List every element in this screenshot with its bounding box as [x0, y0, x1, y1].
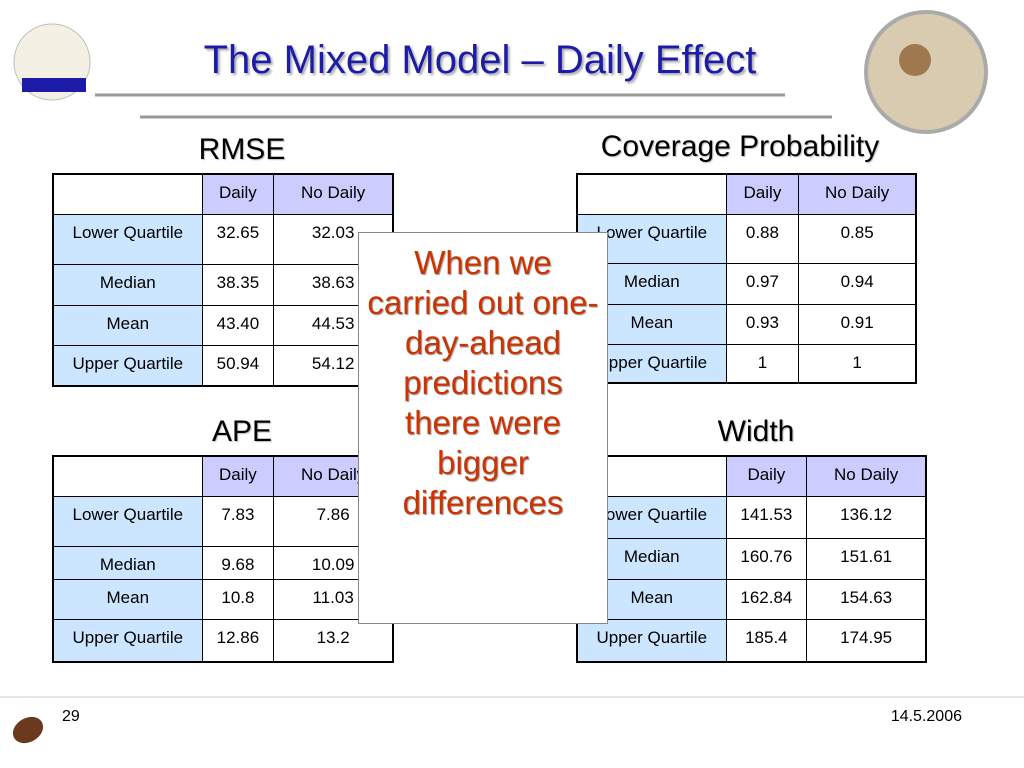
cell: 0.93 — [725, 303, 800, 345]
row-label: Upper Quartile — [52, 618, 203, 663]
cell: 9.68 — [201, 545, 275, 580]
column-header: No Daily — [806, 455, 927, 497]
row-label: Mean — [52, 304, 203, 346]
row-label: Median — [52, 263, 203, 306]
cell: 141.53 — [725, 495, 808, 539]
column-header: No Daily — [273, 173, 394, 215]
cell: 160.76 — [725, 537, 808, 580]
cell: 0.97 — [725, 262, 800, 305]
row-label: Upper Quartile — [52, 344, 203, 387]
row-label: Median — [52, 545, 203, 580]
cell: 151.61 — [806, 537, 927, 580]
cell: 185.4 — [725, 618, 808, 663]
table-row: Mean 10.8 11.03 — [52, 578, 394, 620]
table-row: Mean 43.40 44.53 — [52, 304, 394, 346]
cell: 12.86 — [201, 618, 275, 663]
cell: 136.12 — [806, 495, 927, 539]
table-row: Upper Quartile 12.86 13.2 — [52, 618, 394, 663]
cell: 0.94 — [798, 262, 917, 305]
column-header: Daily — [725, 455, 808, 497]
table-row: Lower Quartile 32.65 32.03 — [52, 213, 394, 265]
photo-face — [899, 44, 931, 76]
cell: 1 — [725, 343, 800, 384]
cell: 32.65 — [201, 213, 275, 265]
bean-icon — [12, 716, 44, 744]
logo-band — [22, 78, 86, 92]
title: The Mixed Model – Daily Effect — [203, 38, 757, 82]
table-row: Upper Quartile 185.4 174.95 — [576, 618, 927, 663]
row-label: Lower Quartile — [52, 213, 203, 265]
cell: 38.35 — [201, 263, 275, 306]
cell: 10.8 — [201, 578, 275, 620]
cell: 174.95 — [806, 618, 927, 663]
table-row: Mean 162.84 154.63 — [576, 578, 927, 620]
table-row: Upper Quartile 1 1 — [576, 343, 917, 384]
cell: 43.40 — [201, 304, 275, 346]
column-header: Daily — [201, 173, 275, 215]
cell: 0.91 — [798, 303, 917, 345]
header-row: Daily No Daily — [576, 173, 917, 215]
table-row: Lower Quartile 141.53 136.12 — [576, 495, 927, 539]
row-label: Lower Quartile — [52, 495, 203, 547]
table-row: Median 0.97 0.94 — [576, 262, 917, 305]
photo — [864, 10, 988, 134]
table-row: Median 9.68 10.09 — [52, 545, 394, 580]
cell: 50.94 — [201, 344, 275, 387]
corner-cell — [52, 455, 203, 497]
cell: 162.84 — [725, 578, 808, 620]
table-heading: RMSE — [198, 133, 286, 166]
corner-cell — [52, 173, 203, 215]
data-table: Daily No Daily Lower Quartile 141.53 136.12 M… — [576, 455, 927, 663]
cell: 0.85 — [798, 213, 917, 264]
header-row: Daily No Daily — [576, 455, 927, 497]
cell: 154.63 — [806, 578, 927, 620]
header-row: Daily No Daily — [52, 173, 394, 215]
table-row: Lower Quartile 0.88 0.85 — [576, 213, 917, 264]
cell: 7.83 — [201, 495, 275, 547]
table-heading: APE — [211, 415, 273, 448]
table-row: Upper Quartile 50.94 54.12 — [52, 344, 394, 387]
table-row: Mean 0.93 0.91 — [576, 303, 917, 345]
row-label: Upper Quartile — [576, 618, 727, 663]
table-heading: Width — [717, 415, 795, 448]
cell: 0.88 — [725, 213, 800, 264]
corner-cell — [576, 173, 727, 215]
column-header: No Daily — [798, 173, 917, 215]
data-table: Daily No Daily Lower Quartile 7.83 7.86 Media… — [52, 455, 394, 663]
cell: 1 — [798, 343, 917, 384]
table-row: Lower Quartile 7.83 7.86 — [52, 495, 394, 547]
page-number: 29 — [62, 708, 80, 725]
table-row: Median 160.76 151.61 — [576, 537, 927, 580]
cell: 13.2 — [273, 618, 394, 663]
row-label: Mean — [52, 578, 203, 620]
table-row: Median 38.35 38.63 — [52, 263, 394, 306]
column-header: Daily — [725, 173, 800, 215]
data-table: Daily No Daily Lower Quartile 32.65 32.03 Med… — [52, 173, 394, 387]
header-row: Daily No Daily — [52, 455, 394, 497]
callout: When we carried out one-day-ahead predic… — [358, 232, 608, 624]
data-table: Daily No Daily Lower Quartile 0.88 0.85 Media… — [576, 173, 917, 384]
column-header: Daily — [201, 455, 275, 497]
table-heading: Coverage Probability — [600, 130, 880, 163]
date: 14.5.2006 — [890, 708, 962, 725]
